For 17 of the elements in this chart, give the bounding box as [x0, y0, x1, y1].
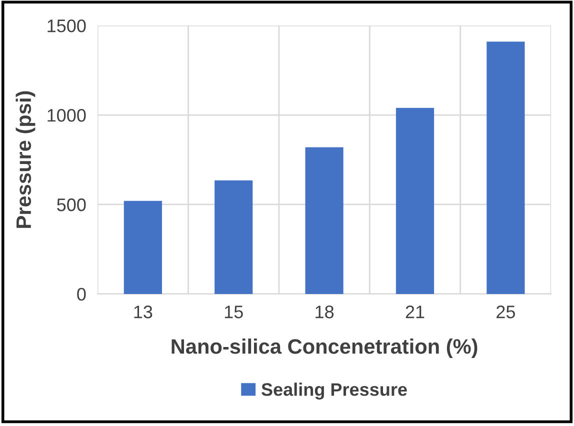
legend-label: Sealing Pressure	[262, 382, 407, 400]
bar	[486, 42, 525, 294]
y-tick-label: 0	[77, 288, 86, 301]
y-axis-title: Pressure (psi)	[16, 91, 36, 228]
bar	[124, 200, 162, 294]
y-tick-label: 1000	[48, 108, 86, 122]
x-tick-label: 15	[224, 306, 243, 318]
bar	[396, 108, 434, 294]
x-tick-label: 21	[406, 306, 424, 318]
x-tick-label: 13	[134, 306, 152, 318]
y-tick-label: 1500	[48, 19, 86, 32]
bar	[305, 147, 344, 294]
y-tick-label: 500	[57, 198, 86, 212]
bar	[214, 180, 253, 294]
x-axis-title: Nano-silica Concenetration (%)	[172, 338, 478, 358]
x-tick-label: 18	[316, 306, 334, 318]
x-tick-label: 25	[496, 306, 515, 318]
